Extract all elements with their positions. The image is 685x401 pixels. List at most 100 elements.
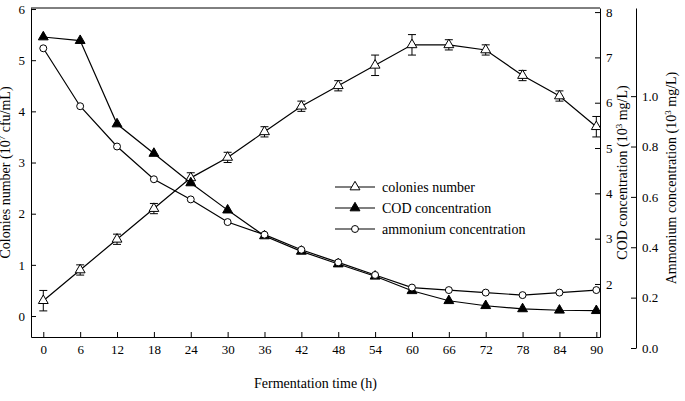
tick-label: 1.0	[642, 89, 658, 104]
tick-label: 1	[19, 258, 26, 273]
tick-mark	[80, 332, 81, 337]
tick-label: 30	[222, 342, 235, 357]
tick: 1.0	[631, 89, 658, 104]
marker	[223, 152, 233, 161]
marker	[591, 305, 600, 314]
tick-mark	[117, 332, 118, 337]
tick-mark	[523, 332, 524, 337]
tick-mark	[412, 332, 413, 337]
x-title: Fermentation time (h)	[254, 376, 377, 392]
error-bar	[113, 234, 121, 244]
tick: 6	[595, 95, 613, 110]
tick: 7	[595, 50, 613, 65]
error-bar	[260, 127, 268, 137]
tick-label: 8	[606, 5, 613, 20]
legend-label: colonies number	[382, 180, 475, 195]
tick-label: 6	[77, 342, 84, 357]
tick-mark	[595, 239, 600, 240]
error-bar	[150, 203, 158, 213]
tick: 12	[111, 332, 124, 357]
y-axis: 0123456	[19, 2, 37, 338]
marker	[518, 303, 528, 312]
marker	[112, 118, 122, 127]
tick-label: 0	[19, 309, 26, 324]
series-line	[43, 45, 596, 301]
tick-label: 48	[332, 342, 345, 357]
marker	[408, 284, 415, 291]
marker	[224, 219, 231, 226]
tick: 18	[148, 332, 161, 357]
marker	[591, 121, 600, 130]
marker	[555, 305, 565, 314]
tick-label: 3	[19, 155, 26, 170]
marker	[372, 271, 379, 278]
tick-mark	[31, 9, 36, 10]
tick: 78	[517, 332, 530, 357]
tick-label: 2	[19, 206, 26, 221]
tick-label: 0.6	[642, 190, 659, 205]
tick: 0.8	[631, 139, 658, 154]
marker	[223, 204, 233, 213]
tick-label: 90	[590, 342, 603, 357]
marker	[260, 230, 270, 239]
chart: 0612182430364248546066727884900123456234…	[0, 0, 685, 401]
y3-axis-line	[636, 9, 637, 349]
x-axis: 061218243036424854606672788490	[32, 332, 604, 357]
tick-label: 4	[606, 186, 613, 201]
tick: 30	[222, 332, 235, 357]
error-bar	[592, 116, 600, 136]
marker	[481, 300, 491, 309]
title-part: mg/L)	[615, 85, 631, 124]
tick: 8	[595, 5, 613, 20]
marker	[187, 196, 194, 203]
tick: 66	[443, 332, 457, 357]
frame-top	[31, 8, 600, 9]
tick-mark	[31, 316, 36, 317]
title-part: Ammonium concentration (10	[664, 115, 680, 285]
legend-marker	[352, 226, 359, 233]
marker	[445, 287, 452, 294]
marker	[112, 234, 122, 243]
tick: 24	[185, 332, 199, 357]
tick-label: 3	[606, 231, 613, 246]
marker	[407, 39, 417, 48]
tick: 6	[77, 332, 84, 357]
tick-mark	[375, 332, 376, 337]
tick-label: 5	[606, 141, 613, 156]
error-bar	[482, 45, 490, 55]
marker	[260, 126, 270, 135]
tick-mark	[191, 332, 192, 337]
tick-mark	[631, 197, 636, 198]
title-part: Colonies number (10	[0, 140, 14, 258]
marker	[335, 259, 342, 266]
tick: 5	[19, 53, 37, 68]
tick: 0.2	[631, 290, 658, 305]
tick-label: 84	[553, 342, 567, 357]
marker	[261, 231, 268, 238]
tick-label: 0.0	[642, 341, 658, 356]
tick-label: 6	[606, 95, 613, 110]
x-axis-line	[32, 337, 601, 338]
tick: 0.4	[631, 240, 659, 255]
marker	[114, 143, 121, 150]
marker	[150, 176, 157, 183]
error-bar	[519, 70, 527, 80]
tick-label: 18	[148, 342, 161, 357]
tick: 3	[19, 155, 37, 170]
legend-marker	[350, 202, 360, 211]
y3label-title: Ammonium concentration (103 mg/L)	[663, 71, 680, 284]
tick-label: 0.4	[642, 240, 659, 255]
ylabel-title: Colonies number (107 cfu/mL)	[0, 86, 14, 258]
tick: 60	[406, 332, 419, 357]
tick-label: 4	[19, 104, 26, 119]
error-bar	[334, 81, 342, 91]
tick-label: 0.2	[642, 290, 658, 305]
legend-marker	[350, 181, 360, 190]
tick-mark	[264, 332, 265, 337]
marker	[40, 45, 47, 52]
tick: 0.6	[631, 190, 659, 205]
marker	[556, 289, 563, 296]
plot-area	[38, 31, 600, 313]
tick-mark	[595, 12, 600, 13]
tick: 84	[553, 332, 567, 357]
